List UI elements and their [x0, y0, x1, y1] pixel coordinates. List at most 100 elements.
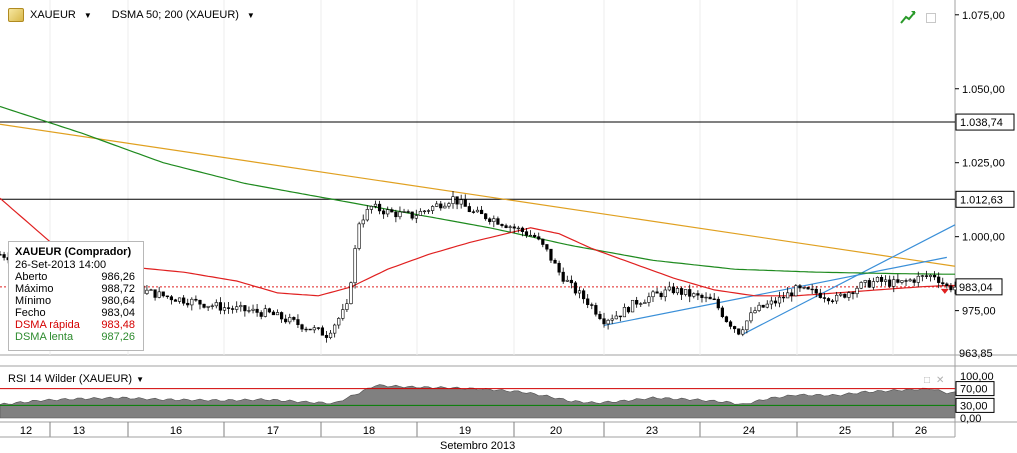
candle-down [479, 209, 484, 215]
candle-down [471, 211, 476, 213]
level-label-box [955, 113, 1015, 131]
candle-up [765, 303, 769, 308]
trend-up-icon[interactable] [900, 10, 916, 24]
symbol-label[interactable]: XAUEUR [30, 9, 76, 21]
candle-up [247, 310, 251, 312]
day-tick-label: 26 [915, 425, 927, 437]
candle-down [773, 300, 778, 304]
window-controls [900, 10, 936, 24]
candle-down [504, 225, 508, 228]
candle-up [614, 315, 618, 320]
candle-down [512, 226, 516, 229]
candle-up [577, 290, 582, 294]
candle-down [549, 248, 553, 261]
info-row-dsma-slow: DSMA lenta 987,26 [15, 331, 135, 343]
ohlc-info-box: XAUEUR (Comprador) 26-Set-2013 14:00 Abe… [8, 241, 144, 351]
trendline-blue [603, 256, 947, 327]
info-row-high: Máximo 988,72 [15, 283, 135, 295]
candle-down [557, 262, 561, 273]
sell-marker-icon [940, 288, 949, 294]
candle-up [892, 279, 896, 287]
candle-up [222, 307, 227, 311]
candle-down [798, 285, 802, 289]
day-tick-label: 23 [646, 425, 658, 437]
maximize-icon[interactable] [926, 13, 936, 23]
candle-down [761, 304, 765, 308]
candle-up [692, 293, 696, 297]
rsi-label[interactable]: RSI 14 Wilder (XAUEUR) [8, 373, 133, 385]
candle-down [586, 298, 590, 305]
candle-up [802, 287, 806, 289]
candle-up [386, 209, 390, 215]
candle-down [937, 276, 941, 283]
price-tick-label: 1.025,00 [962, 158, 1005, 170]
candle-up [565, 279, 569, 282]
info-row-open: Aberto 986,26 [15, 271, 135, 283]
pencil-icon[interactable] [8, 8, 24, 22]
chart-header: XAUEUR ▼ DSMA 50; 200 (XAUEUR) ▼ [8, 8, 255, 22]
candle-down [879, 277, 884, 282]
candle-down [406, 211, 410, 213]
rsi-header: RSI 14 Wilder (XAUEUR) ▼ [8, 373, 144, 385]
candle-down [202, 303, 206, 308]
candle-down [700, 294, 704, 298]
day-tick-label: 12 [20, 425, 32, 437]
last-price-label: 983,04 [959, 282, 993, 294]
candle-down [541, 238, 545, 245]
candle-down [292, 317, 296, 320]
price-tick-label: 975,00 [962, 306, 996, 318]
candle-down [259, 312, 263, 317]
trendline-layer [0, 123, 956, 335]
candle-down [520, 227, 524, 232]
candle-up [414, 215, 418, 219]
candle-up [675, 288, 680, 294]
rsi-level-box [955, 397, 995, 413]
candle-up [757, 304, 761, 311]
candle-up [953, 286, 957, 291]
candle-down [598, 313, 602, 319]
candle-up [345, 303, 349, 310]
indicator-label[interactable]: DSMA 50; 200 (XAUEUR) [111, 9, 239, 21]
candle-up [704, 296, 708, 299]
maximize-icon[interactable]: □ [924, 375, 931, 386]
day-tick-label: 24 [743, 425, 755, 437]
info-row-low: Mínimo 980,64 [15, 295, 135, 307]
candle-up [508, 226, 512, 228]
candle-up [235, 306, 239, 310]
rsi-tick-label: 30,00 [960, 400, 988, 412]
candle-up [357, 223, 361, 249]
candle-up [353, 248, 357, 284]
candle-up [447, 203, 451, 207]
candle-down [537, 236, 541, 240]
candle-down [382, 210, 386, 215]
candle-up [492, 218, 496, 222]
info-box-title: XAUEUR (Comprador) [15, 246, 132, 258]
candle-down [267, 308, 271, 313]
candle-up [847, 292, 851, 298]
candle-down [2, 254, 6, 258]
chevron-down-icon[interactable]: ▼ [246, 10, 255, 20]
candle-down [161, 291, 165, 297]
level-label: 1.012,63 [960, 194, 1003, 206]
candle-up [422, 210, 427, 213]
candle-down [553, 259, 557, 264]
candle-up [684, 289, 688, 295]
level-layer: 1.038,74 1.012,63 983,04 [0, 113, 1015, 296]
close-icon[interactable]: ✕ [936, 375, 945, 386]
candle-down [590, 304, 594, 306]
candle-down [271, 311, 276, 316]
price-tick-label: 1.000,00 [962, 232, 1005, 244]
candle-down [377, 203, 382, 212]
candle-layer [0, 191, 957, 343]
candle-up [431, 206, 435, 211]
candle-down [602, 318, 606, 325]
trendline-blue [742, 224, 956, 335]
candle-down [524, 231, 529, 236]
candle-up [426, 210, 431, 212]
candle-down [896, 279, 900, 283]
chevron-down-icon[interactable]: ▼ [136, 374, 144, 384]
chevron-down-icon[interactable]: ▼ [83, 10, 92, 20]
candle-up [753, 310, 757, 314]
candle-down [830, 300, 835, 302]
candle-up [337, 318, 341, 326]
